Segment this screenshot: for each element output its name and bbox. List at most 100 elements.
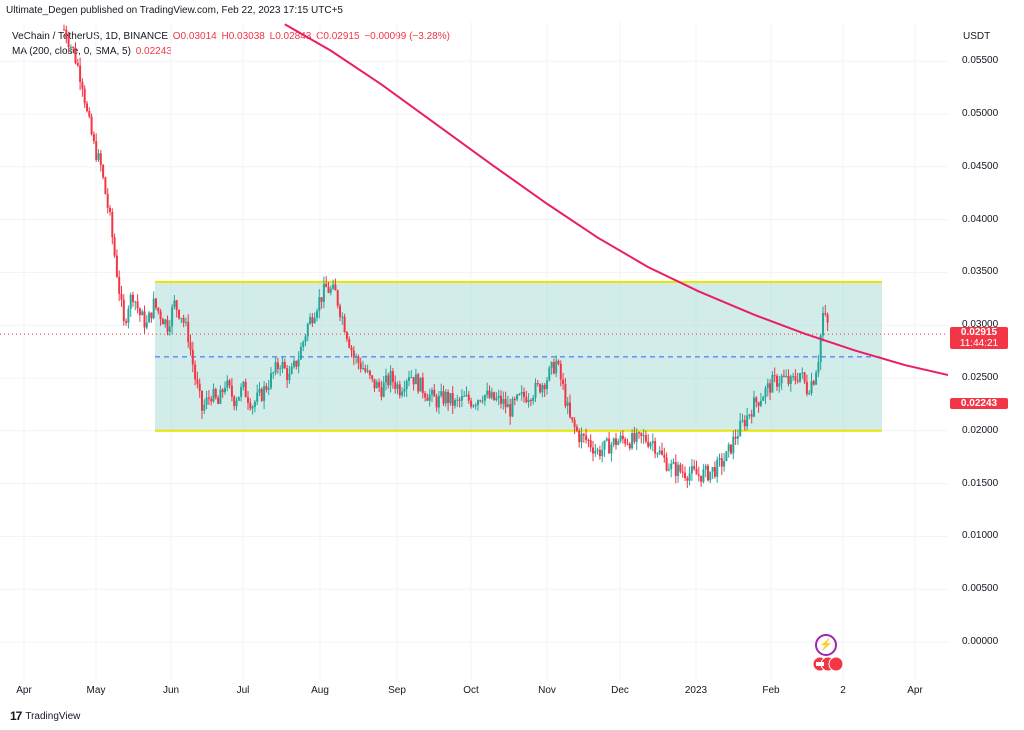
- time-axis[interactable]: Apr May Jun Jul Aug Sep Oct Nov Dec 2023 Feb 2 Apr: [0, 680, 948, 700]
- candle-body: [564, 384, 567, 406]
- x-tick-label: May: [86, 685, 106, 696]
- candle-body: [421, 377, 424, 394]
- candle-body: [74, 47, 77, 64]
- candle-body: [502, 399, 505, 404]
- candle-body: [516, 394, 519, 400]
- candle-body: [316, 311, 318, 318]
- candle-body: [184, 321, 187, 323]
- candle-body: [320, 297, 323, 302]
- candle-body: [753, 397, 755, 417]
- candle-body: [373, 378, 376, 389]
- candle-body: [293, 360, 295, 367]
- candle-body: [424, 393, 427, 398]
- ma-indicator-value: 0.02243: [135, 46, 172, 57]
- candle-body: [297, 359, 300, 367]
- candle-body: [684, 472, 686, 479]
- candle-body: [757, 402, 760, 406]
- candle-body: [152, 298, 155, 319]
- candle-body: [527, 400, 530, 402]
- candle-body: [500, 395, 502, 404]
- candle-body: [76, 63, 79, 66]
- candle-body: [463, 395, 466, 397]
- candle-body: [81, 82, 84, 89]
- candle-body: [207, 397, 210, 399]
- candle-body: [552, 362, 555, 374]
- candle-body: [762, 397, 765, 401]
- candle-body: [180, 317, 183, 319]
- candle-body: [357, 356, 360, 363]
- candle-body: [95, 141, 98, 160]
- candle-body: [582, 433, 585, 436]
- candle-body: [589, 440, 592, 448]
- ma-indicator-label[interactable]: MA (200, close, 0, SMA, 5): [12, 46, 131, 57]
- candle-body: [329, 288, 332, 293]
- candle-body: [171, 307, 174, 327]
- candle-body: [730, 444, 732, 454]
- candle-body: [145, 322, 148, 328]
- candle-body: [587, 439, 590, 441]
- candle-body: [789, 376, 792, 384]
- candle-body: [580, 433, 583, 443]
- candle-body: [235, 400, 238, 407]
- candle-body: [111, 211, 114, 238]
- candle-body: [759, 400, 762, 406]
- candle-body: [610, 444, 613, 454]
- candle-body: [817, 362, 820, 373]
- candle-body: [674, 462, 677, 477]
- candle-body: [718, 458, 721, 460]
- price-chart[interactable]: [0, 0, 948, 680]
- candle-body: [343, 316, 346, 333]
- candle-body: [621, 435, 624, 440]
- candle-body: [690, 466, 693, 474]
- candle-body: [596, 449, 599, 451]
- candle-body: [385, 375, 387, 383]
- candle-body: [598, 449, 601, 457]
- candle-body: [168, 326, 171, 332]
- ohlc-close: C0.02915: [316, 31, 360, 42]
- candle-body: [405, 380, 408, 390]
- candle-body: [592, 447, 594, 454]
- candle-body: [746, 415, 749, 427]
- candle-body: [221, 389, 224, 393]
- candle-body: [486, 390, 489, 395]
- candle-body: [155, 298, 157, 308]
- candle-body: [178, 309, 180, 319]
- candle-body: [251, 407, 254, 409]
- x-tick-label: Sep: [388, 685, 406, 696]
- candle-body: [810, 381, 813, 394]
- candle-body: [458, 399, 461, 401]
- x-tick-label: Apr: [907, 685, 923, 696]
- candle-body: [638, 432, 640, 434]
- candle-body: [739, 421, 742, 437]
- candle-body: [472, 405, 475, 407]
- candle-body: [440, 391, 443, 396]
- candle-body: [605, 438, 608, 441]
- footer: 17 TradingView: [10, 709, 80, 723]
- candle-body: [785, 376, 788, 378]
- candle-body: [456, 399, 459, 401]
- candle-body: [688, 473, 691, 481]
- symbol-name[interactable]: VeChain / TetherUS, 1D, BINANCE: [12, 31, 168, 42]
- candle-body: [295, 360, 298, 367]
- footer-brand[interactable]: TradingView: [25, 710, 81, 722]
- candle-body: [651, 441, 654, 444]
- candle-body: [240, 387, 243, 397]
- candle-body: [306, 324, 309, 337]
- flags-icon[interactable]: [812, 656, 846, 672]
- candle-body: [302, 341, 305, 348]
- tradingview-logo-icon: 17: [10, 709, 22, 723]
- lightning-icon[interactable]: ⚡: [815, 634, 837, 656]
- x-tick-label: Apr: [16, 685, 32, 696]
- candle-body: [681, 471, 684, 473]
- candle-body: [506, 404, 509, 408]
- candle-body: [419, 377, 422, 392]
- candle-body: [414, 374, 417, 385]
- candle-body: [743, 420, 746, 427]
- candle-body: [776, 375, 778, 387]
- currency-label: USDT: [963, 31, 991, 42]
- candle-body: [670, 463, 673, 470]
- candle-body: [702, 469, 705, 482]
- price-axis[interactable]: 0.05500 0.05000 0.04500 0.04000 0.03500 0.030…: [948, 22, 1024, 680]
- candle-body: [148, 312, 151, 323]
- candle-body: [470, 400, 473, 407]
